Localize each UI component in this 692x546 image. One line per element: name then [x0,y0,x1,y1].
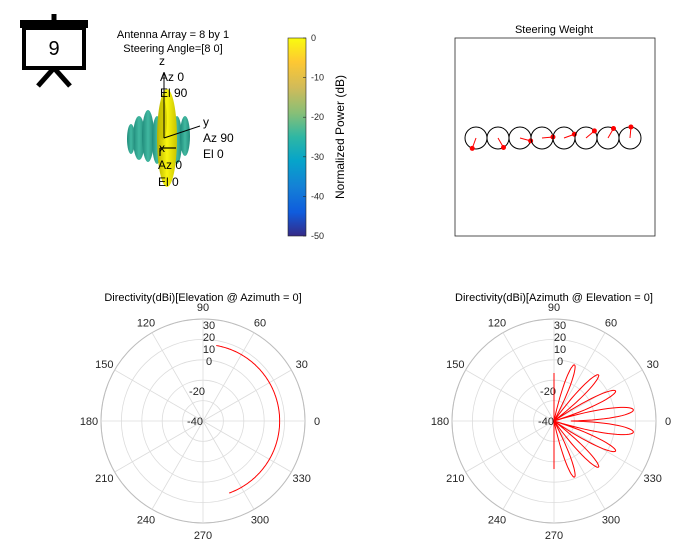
polar-angle-label: 270 [194,530,212,542]
polar-elevation-title: Directivity(dBi)[Elevation @ Azimuth = 0… [104,292,301,304]
polar-r-label: 0 [557,356,563,368]
polar-angle-label: 0 [665,416,671,428]
polar-r-label: -40 [187,416,203,428]
polar-angle-label: 0 [314,416,320,428]
polar-spoke [465,420,555,473]
pattern-title-line2: Steering Angle=[8 0] [123,43,222,55]
polar-spoke [151,332,204,422]
polar-r-label: -20 [189,386,205,398]
polar-angle-label: 180 [431,416,449,428]
polar-angle-label: 60 [605,317,617,329]
weight-point [611,125,616,131]
axis-y-el: El 0 [203,147,224,161]
polar-angle-label: 330 [644,473,662,485]
polar-angle-label: 210 [95,473,113,485]
polar-r-label: -20 [540,386,556,398]
polar-spoke [151,420,204,510]
polar-series-line [216,345,281,494]
polar-angle-label: 300 [602,515,620,527]
polar-angle-label: 30 [296,359,308,371]
icon-number: 9 [48,38,59,60]
axis-z-letter: z [159,54,165,68]
axis-y-letter: y [203,115,209,129]
presentation-board-icon: 9 [20,14,88,88]
polar-r-label: 30 [203,320,215,332]
polar-angle-label: 90 [197,302,209,314]
axis-z-az: Az 0 [160,70,184,84]
polar-azimuth-title: Directivity(dBi)[Azimuth @ Elevation = 0… [455,292,653,304]
colorbar-tick-label: -40 [311,191,324,201]
polar-angle-label: 180 [80,416,98,428]
colorbar-tick-label: -10 [311,73,324,83]
polar-spoke [553,332,606,422]
axis-x-letter: x [159,141,165,155]
polar-r-label: -40 [538,416,554,428]
polar-r-label: 10 [203,344,215,356]
polar-r-label: 20 [203,332,215,344]
polar-spoke [465,369,555,422]
polar-spoke [114,420,204,473]
weight-point [501,145,506,151]
polar-spoke [202,420,255,510]
steering-weight-title: Steering Weight [515,24,593,36]
colorbar: 0 -10 -20 -30 -40 -50 Normalized Power (dB) [287,33,347,241]
polar-angle-label: 270 [545,530,563,542]
polar-series-line [553,364,634,478]
polar-angle-label: 210 [446,473,464,485]
axis-x-az: Az 0 [158,158,182,172]
colorbar-gradient [287,37,307,237]
polar-spoke [114,369,204,422]
polar-r-label: 20 [554,332,566,344]
polar-angle-label: 150 [95,359,113,371]
polar-angle-label: 330 [293,473,311,485]
pattern-main-lobe [157,89,177,187]
axis-z-el: El 90 [160,86,188,100]
polar-r-label: 30 [554,320,566,332]
polar-spoke [202,420,292,473]
polar-angle-label: 30 [647,359,659,371]
polar-spoke [553,420,606,510]
polar-spoke [202,369,292,422]
colorbar-tick-label: -30 [311,152,324,162]
colorbar-label: Normalized Power (dB) [333,75,347,199]
polar-angle-label: 120 [488,317,506,329]
weight-point [628,124,634,130]
polar-angle-label: 150 [446,359,464,371]
polar-angle-label: 90 [548,302,560,314]
polar-angle-label: 240 [137,515,155,527]
steering-weight-chart: Steering Weight [454,24,656,237]
polar-angle-label: 240 [488,515,506,527]
polar-spoke [502,420,555,510]
polar-spoke [202,332,255,422]
weight-point [469,145,475,151]
colorbar-tick-label: -20 [311,112,324,122]
polar-spoke [502,332,555,422]
colorbar-tick-label: 0 [311,33,316,43]
polar-azimuth-chart: Directivity(dBi)[Azimuth @ Elevation = 0… [431,292,671,542]
polar-r-label: 0 [206,356,212,368]
polar-r-label: 10 [554,344,566,356]
polar-elevation-chart: Directivity(dBi)[Elevation @ Azimuth = 0… [80,292,320,542]
weight-point [591,128,597,134]
polar-angle-label: 120 [137,317,155,329]
pattern-3d-panel: Antenna Array = 8 by 1 Steering Angle=[8… [117,29,234,189]
colorbar-tick-label: -50 [311,231,324,241]
polar-angle-label: 60 [254,317,266,329]
polar-angle-label: 300 [251,515,269,527]
axis-y-az: Az 90 [203,131,234,145]
axis-x-el: El 0 [158,175,179,189]
pattern-title-line1: Antenna Array = 8 by 1 [117,29,229,41]
